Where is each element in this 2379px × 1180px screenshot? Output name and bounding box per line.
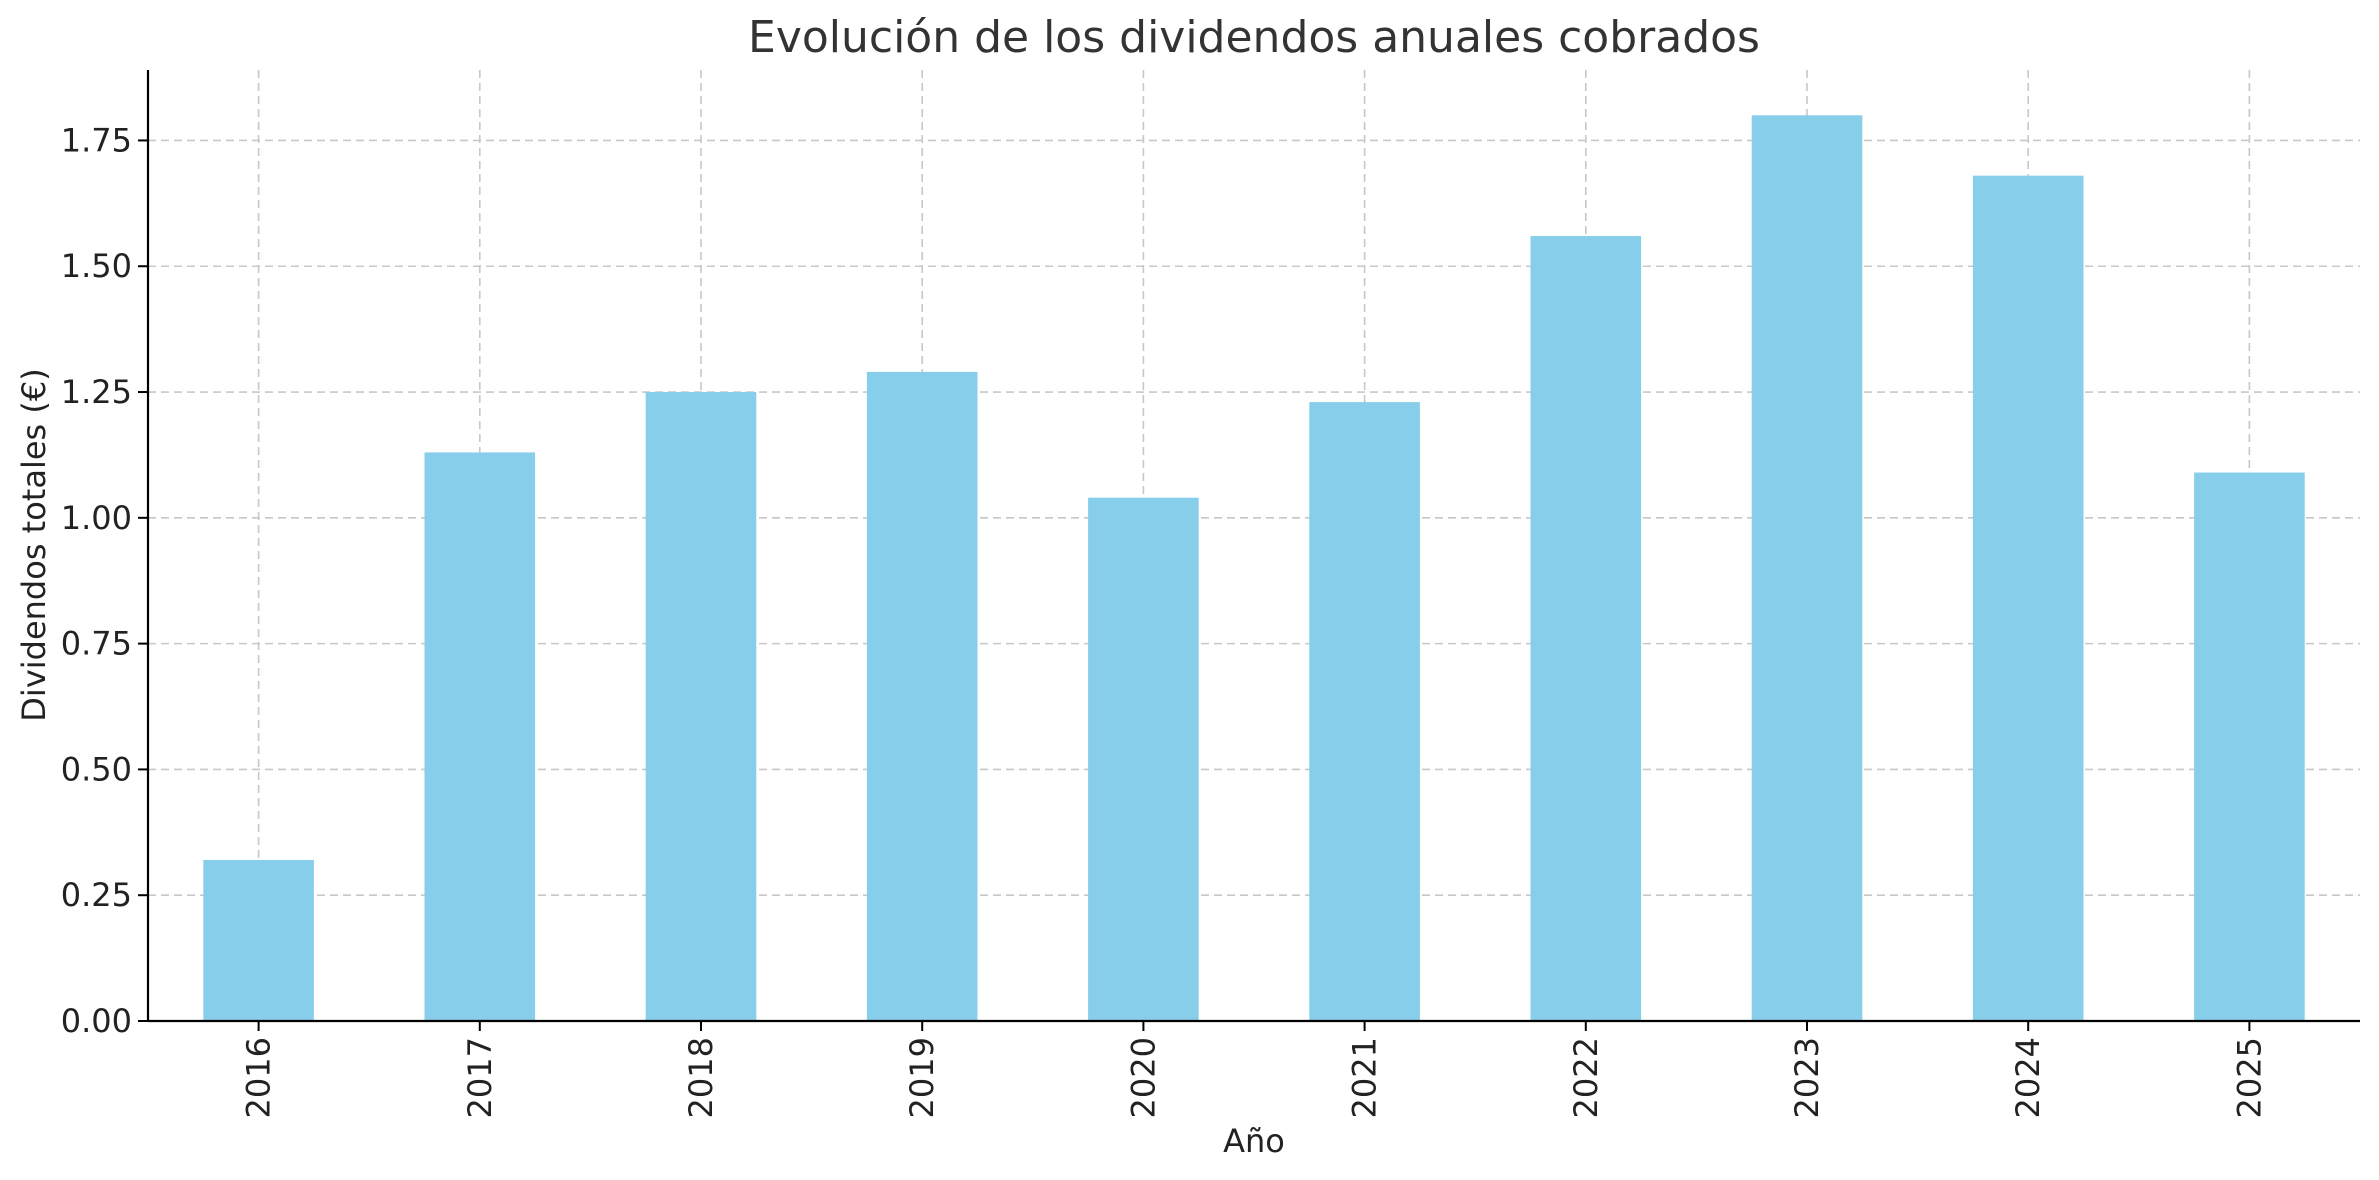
bar-2018 <box>645 392 757 1021</box>
x-tick-label: 2024 <box>2009 1037 2047 1118</box>
x-tick-label: 2016 <box>240 1037 278 1118</box>
bar-2016 <box>203 859 314 1021</box>
x-tick-label: 2018 <box>682 1037 720 1118</box>
bar-2019 <box>866 371 978 1021</box>
tick-layer: 0.00 0.25 0.50 0.75 1.00 1.25 1.50 1.75 2016 2017… <box>61 121 2269 1118</box>
y-tick-label: 0.75 <box>61 625 132 663</box>
y-tick-label: 0.00 <box>61 1002 132 1040</box>
x-tick-label: 2019 <box>903 1037 941 1118</box>
axis-layer <box>146 70 2360 1023</box>
x-tick-label: 2023 <box>1788 1037 1826 1118</box>
bar-2017 <box>424 452 536 1021</box>
x-tick-label: 2020 <box>1124 1037 1162 1118</box>
y-tick-label: 1.25 <box>61 373 132 411</box>
chart-title: Evolución de los dividendos anuales cobr… <box>748 12 1760 63</box>
y-tick-label: 1.00 <box>61 499 132 537</box>
bar-layer <box>203 115 2305 1022</box>
x-axis-label: Año <box>1223 1122 1285 1160</box>
y-tick-label: 0.50 <box>61 750 132 788</box>
y-tick-label: 1.75 <box>61 121 132 159</box>
bar-2022 <box>1530 236 1642 1022</box>
x-tick-label: 2021 <box>1346 1037 1384 1118</box>
bar-2023 <box>1751 115 1863 1022</box>
x-tick-label: 2025 <box>2230 1037 2268 1118</box>
y-tick-label: 1.50 <box>61 247 132 285</box>
bar-2024 <box>1972 175 2084 1021</box>
bar-2020 <box>1088 497 1199 1021</box>
y-tick-label: 0.25 <box>61 876 132 914</box>
bar-2025 <box>2194 472 2305 1021</box>
bar-2021 <box>1309 402 1420 1022</box>
y-axis-label: Dividendos totales (€) <box>15 368 53 721</box>
x-tick-label: 2017 <box>461 1037 499 1118</box>
x-tick-label: 2022 <box>1567 1037 1605 1118</box>
